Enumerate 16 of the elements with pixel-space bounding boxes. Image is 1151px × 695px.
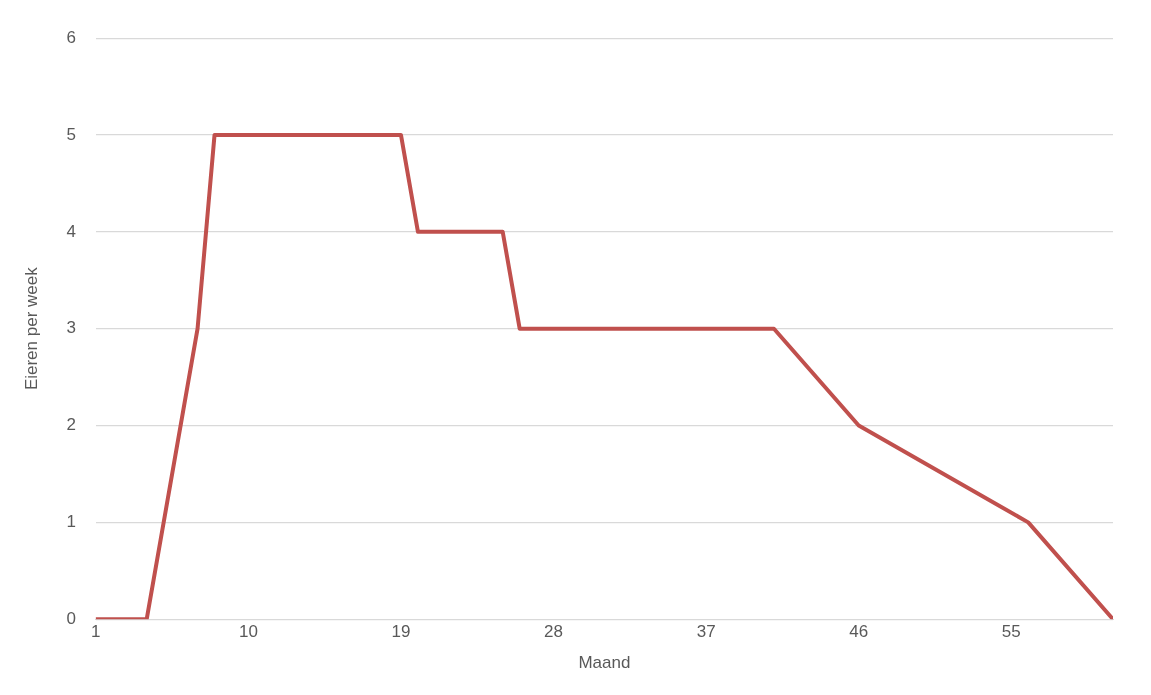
- y-tick-label: 1: [66, 512, 76, 532]
- y-tick-label: 4: [66, 221, 76, 241]
- y-tick-label: 6: [66, 27, 76, 47]
- x-tick-label: 19: [391, 622, 411, 642]
- x-tick-label: 55: [1001, 622, 1021, 642]
- x-tick-label: 28: [544, 622, 564, 642]
- y-tick-label: 0: [66, 608, 76, 628]
- x-tick-label: 1: [91, 622, 101, 642]
- x-tick-label: 46: [849, 622, 869, 642]
- x-tick-label: 37: [696, 622, 716, 642]
- y-tick-label: 3: [66, 318, 76, 338]
- x-tick-label: 10: [238, 622, 258, 642]
- x-axis-title: Maand: [578, 653, 631, 673]
- y-tick-label: 5: [66, 124, 76, 144]
- y-tick-label: 2: [66, 415, 76, 435]
- y-axis-title: Eieren per week: [21, 266, 41, 391]
